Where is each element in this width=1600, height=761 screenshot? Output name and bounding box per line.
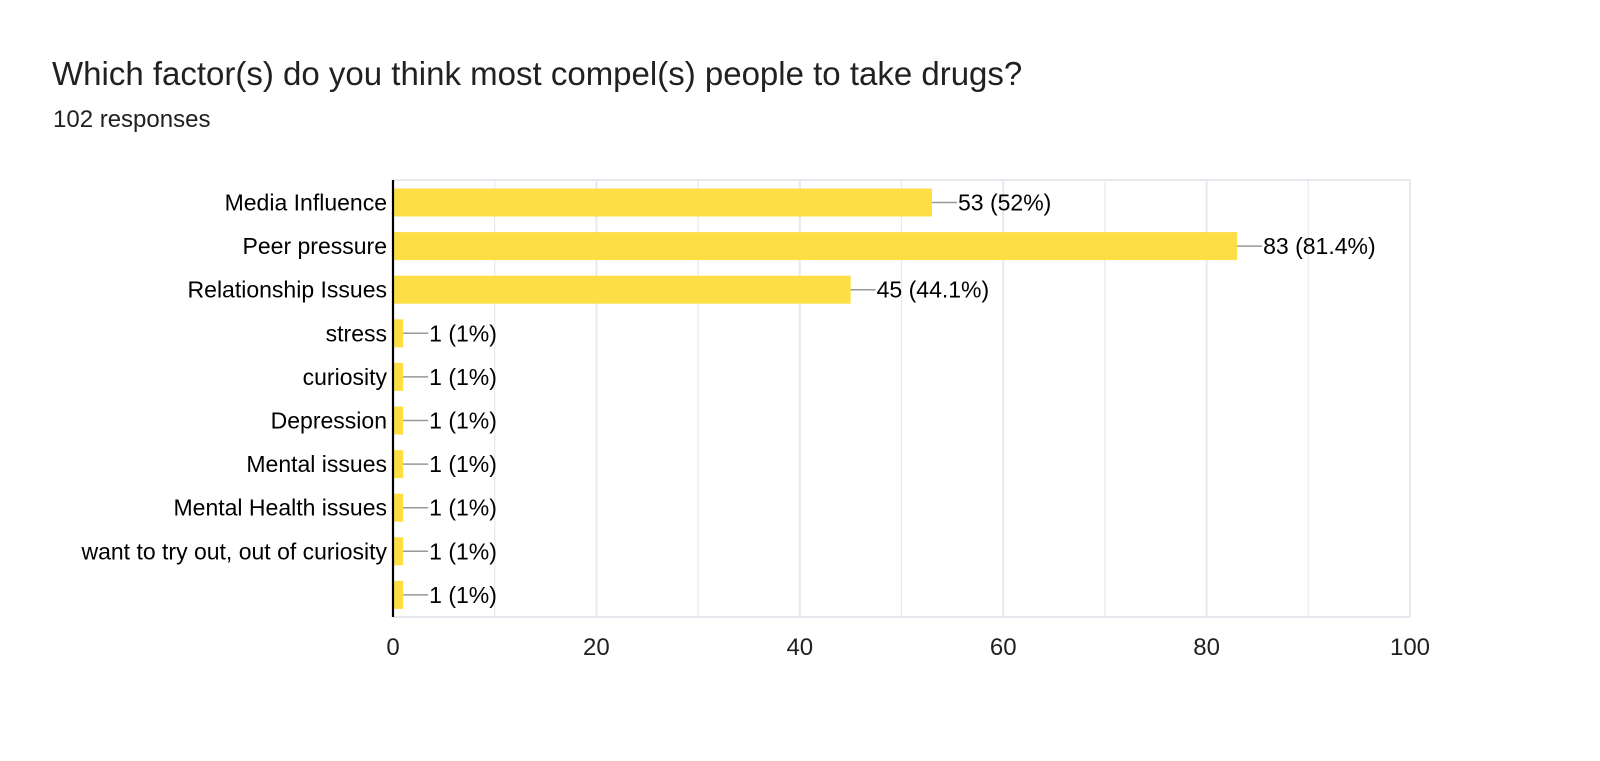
data-label: 1 (1%) xyxy=(429,408,497,434)
category-label: Depression xyxy=(271,408,387,434)
category-label: Mental issues xyxy=(246,451,387,477)
bar xyxy=(393,580,404,609)
bar xyxy=(393,232,1238,261)
data-label: 1 (1%) xyxy=(429,364,497,390)
category-label: Relationship Issues xyxy=(188,277,387,303)
x-tick-label: 100 xyxy=(1390,634,1430,661)
chart-title: Which factor(s) do you think most compel… xyxy=(52,55,1023,92)
category-label: Peer pressure xyxy=(243,233,387,259)
data-label: 83 (81.4%) xyxy=(1263,233,1376,259)
response-count: 102 responses xyxy=(53,106,211,133)
bar xyxy=(393,275,851,304)
data-label: 45 (44.1%) xyxy=(877,277,990,303)
bar xyxy=(393,406,404,435)
bar xyxy=(393,493,404,522)
data-label: 1 (1%) xyxy=(429,320,497,346)
data-label: 1 (1%) xyxy=(429,495,497,521)
bar xyxy=(393,188,933,217)
data-label: 1 (1%) xyxy=(429,538,497,564)
x-tick-label: 0 xyxy=(386,634,399,661)
data-label: 53 (52%) xyxy=(958,190,1051,216)
category-label: curiosity xyxy=(303,364,388,390)
data-label: 1 (1%) xyxy=(429,582,497,608)
category-label: Mental Health issues xyxy=(174,495,388,521)
category-label: Media Influence xyxy=(225,190,387,216)
data-label: 1 (1%) xyxy=(429,451,497,477)
bar xyxy=(393,319,404,348)
x-tick-label: 80 xyxy=(1193,634,1220,661)
category-label: want to try out, out of curiosity xyxy=(80,538,387,564)
bar xyxy=(393,362,404,391)
x-tick-label: 20 xyxy=(583,634,610,661)
x-tick-label: 60 xyxy=(990,634,1017,661)
bar xyxy=(393,450,404,479)
category-label: stress xyxy=(326,320,387,346)
x-tick-label: 40 xyxy=(786,634,813,661)
bar xyxy=(393,537,404,566)
